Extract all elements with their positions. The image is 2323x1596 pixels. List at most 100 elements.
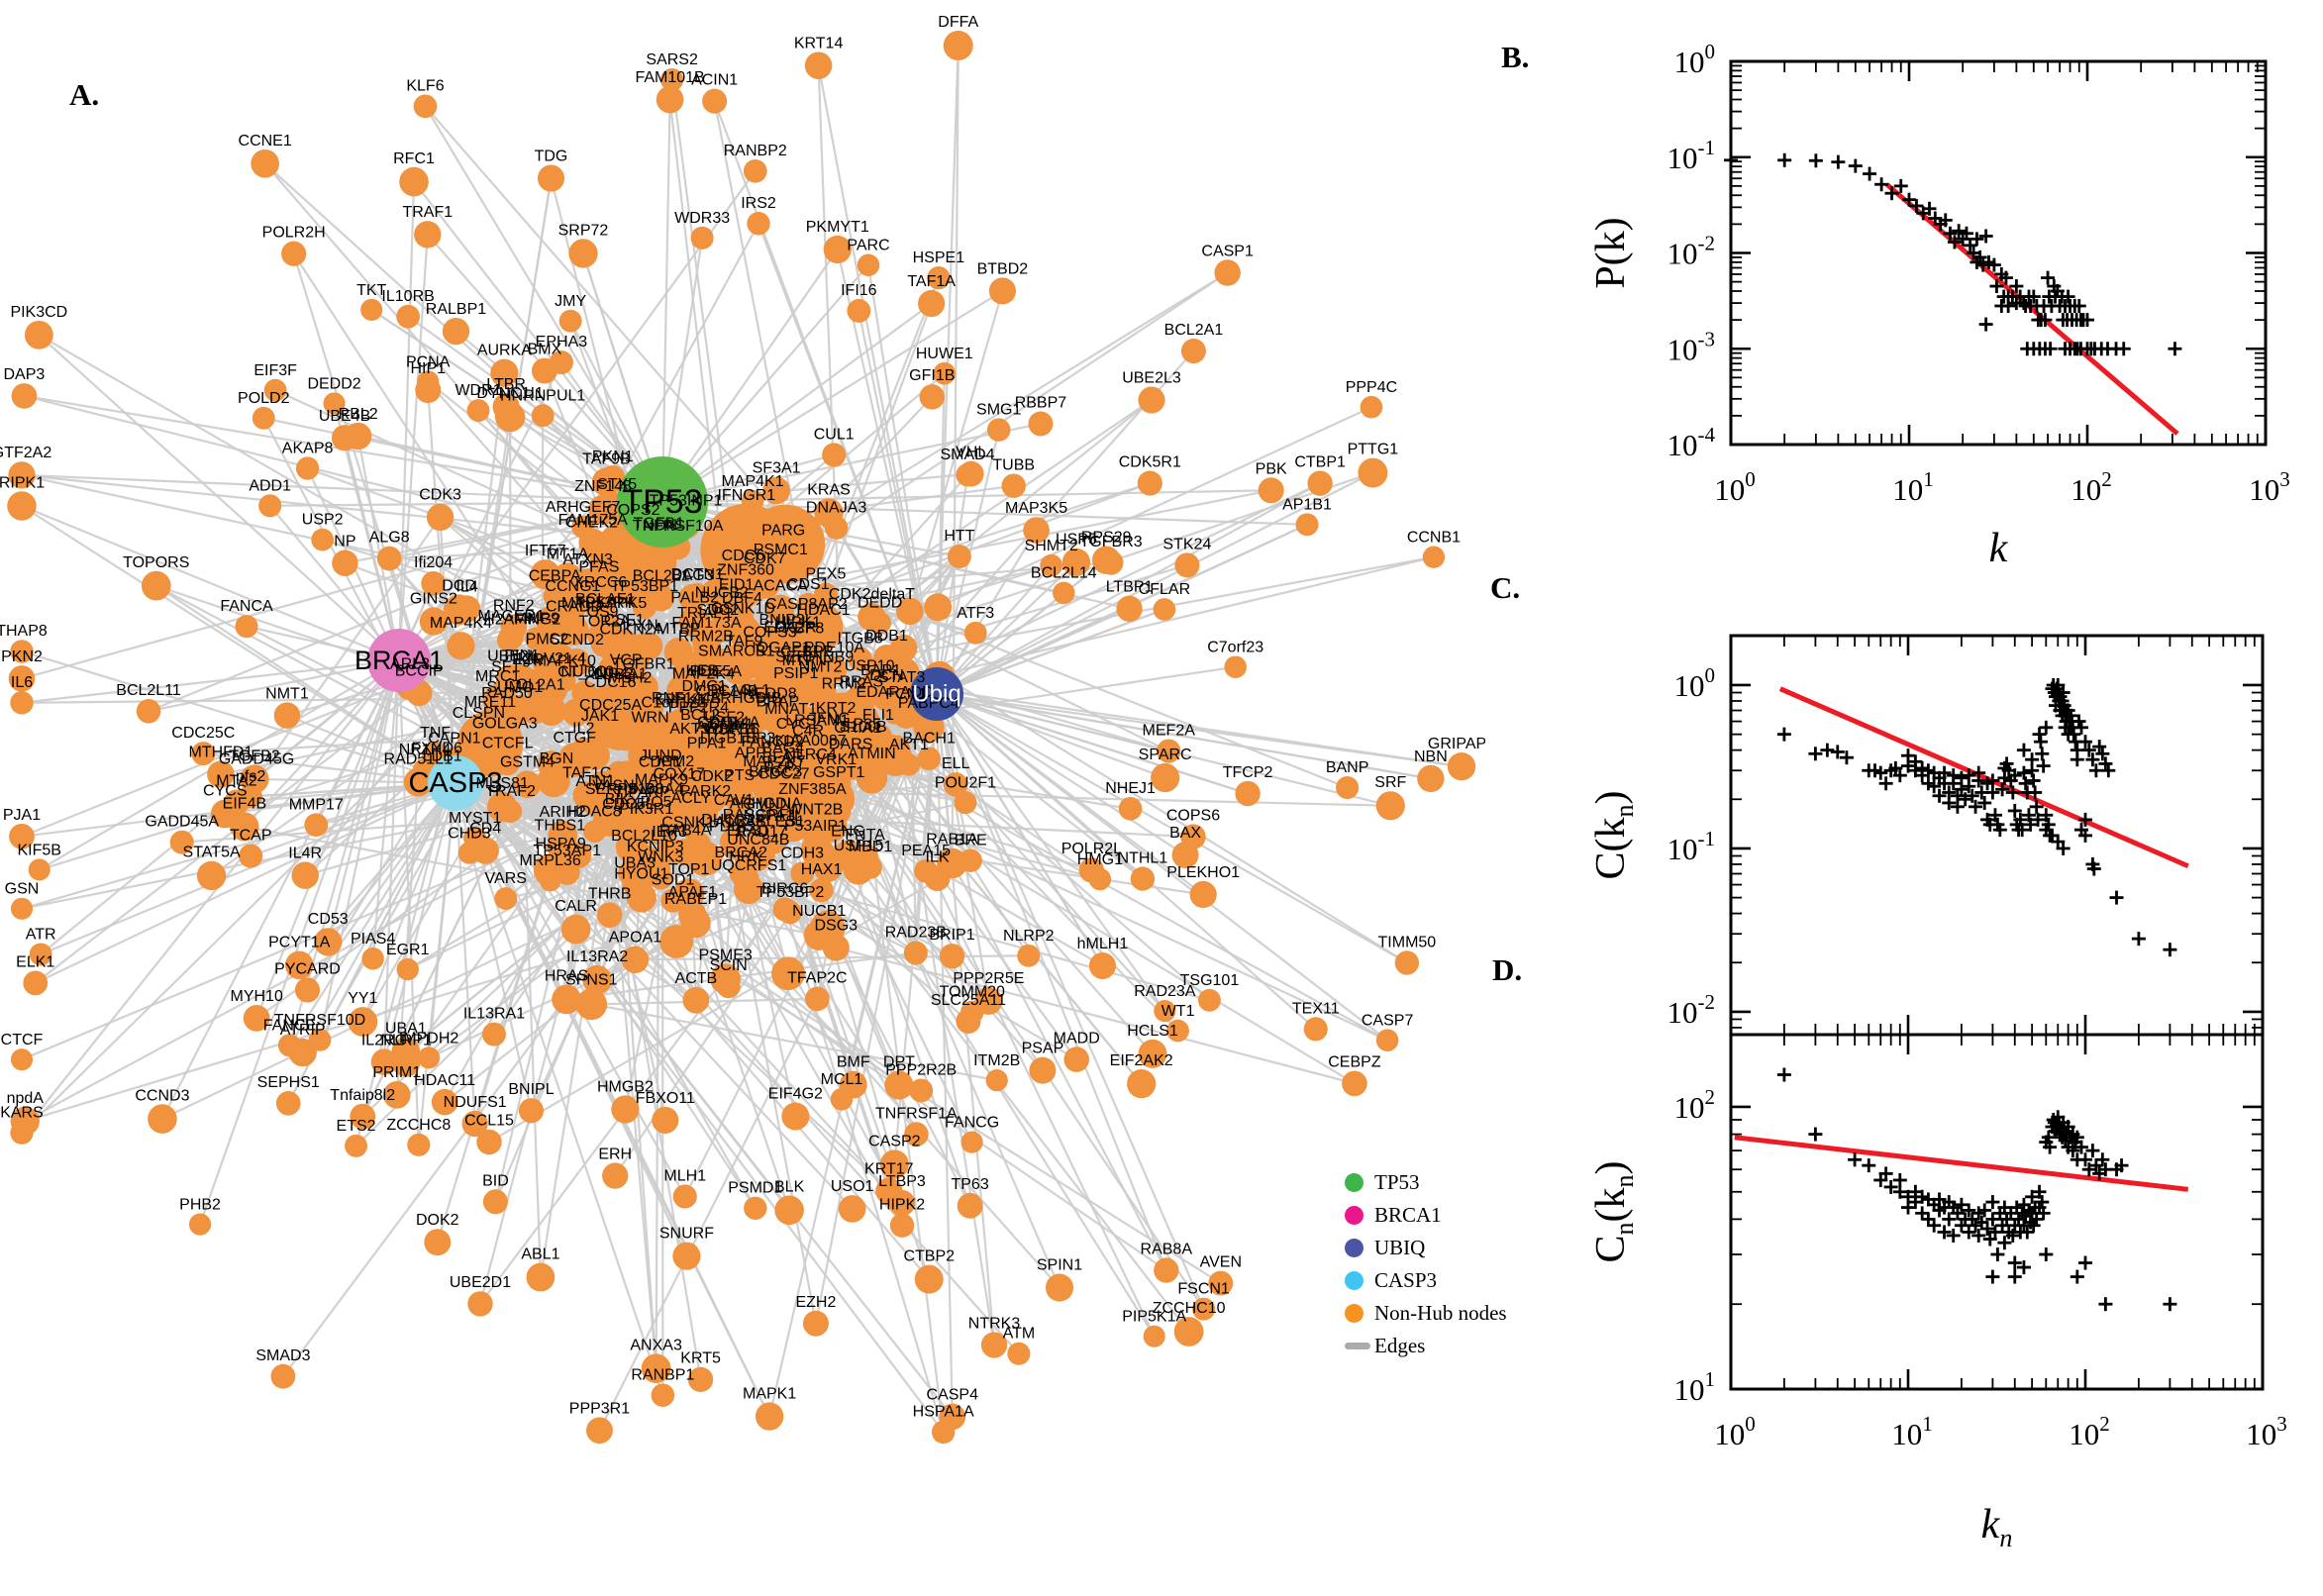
svg-text:MSH2: MSH2 (608, 670, 653, 687)
svg-text:100: 100 (1714, 1412, 1756, 1451)
svg-text:IQGAP1: IQGAP1 (752, 640, 811, 656)
svg-text:DSG3: DSG3 (814, 918, 858, 935)
degree-distribution-plots: 100 101 102 10310010-110-210-310-4kP(k)1001… (1588, 40, 2290, 1552)
svg-text:SHMT2: SHMT2 (1025, 538, 1078, 554)
svg-text:CASP1: CASP1 (1201, 243, 1254, 259)
svg-text:PHB2: PHB2 (179, 1197, 221, 1214)
svg-text:PRIM1: PRIM1 (372, 1064, 421, 1081)
svg-text:CTBP2: CTBP2 (903, 1248, 955, 1265)
svg-text:SPIN1: SPIN1 (1037, 1257, 1082, 1274)
svg-text:UBE4B: UBE4B (319, 408, 370, 425)
svg-text:RAB1A: RAB1A (926, 832, 978, 848)
svg-text:ITM2B: ITM2B (973, 1052, 1020, 1069)
svg-text:CCNB1: CCNB1 (1407, 530, 1461, 547)
svg-text:DCTN1: DCTN1 (671, 566, 724, 583)
svg-text:BCL2L14: BCL2L14 (1031, 565, 1097, 582)
svg-text:TEX11: TEX11 (1292, 1000, 1340, 1017)
svg-text:MADD: MADD (1054, 1030, 1100, 1047)
svg-text:CTCFL: CTCFL (482, 735, 534, 751)
svg-text:NLRP2: NLRP2 (1003, 928, 1055, 945)
y-axis-label: Cn(kn) (1588, 1160, 1639, 1262)
svg-text:PPP2R4: PPP2R4 (668, 699, 729, 716)
svg-text:BNIPL: BNIPL (508, 1081, 554, 1098)
svg-text:MYH10: MYH10 (230, 988, 282, 1005)
svg-text:ATXN3: ATXN3 (562, 551, 612, 568)
svg-text:ZNF360: ZNF360 (717, 562, 774, 579)
svg-text:101: 101 (1891, 1412, 1933, 1451)
svg-text:ERH: ERH (598, 1146, 632, 1162)
plot-frame (1729, 1033, 2265, 1391)
svg-text:COX17: COX17 (654, 766, 706, 783)
svg-text:APP: APP (735, 745, 766, 761)
hub-label-brca1: BRCA1 (354, 646, 444, 675)
svg-text:ARHGDIB: ARHGDIB (710, 690, 782, 707)
svg-text:102: 102 (2069, 1412, 2110, 1451)
svg-text:GRIPAP1: GRIPAP1 (1428, 736, 1485, 752)
svg-text:ANXA3: ANXA3 (630, 1337, 682, 1353)
svg-text:MAP4K4: MAP4K4 (430, 615, 492, 632)
svg-text:APOA1: APOA1 (609, 930, 661, 947)
scatter-points (1776, 677, 2177, 957)
svg-text:DCD: DCD (442, 577, 476, 594)
plot-panel-d: 100 101 102 103 102 101 kn Cn(kn) (1588, 1033, 2287, 1552)
svg-text:NUCB1: NUCB1 (792, 903, 846, 920)
svg-text:UBE2L3: UBE2L3 (1122, 369, 1181, 386)
svg-text:PPP4C: PPP4C (1346, 379, 1397, 396)
svg-text:103: 103 (2246, 1412, 2287, 1451)
legend-item-edges: Edges (1345, 1334, 1507, 1357)
svg-text:BRE: BRE (955, 833, 987, 849)
svg-text:PIAS4: PIAS4 (351, 931, 395, 948)
svg-text:NTHL1: NTHL1 (1118, 849, 1168, 866)
svg-text:WT1: WT1 (1162, 1003, 1195, 1020)
svg-text:SPARC: SPARC (1139, 747, 1192, 763)
svg-text:ADD1: ADD1 (249, 477, 291, 494)
svg-text:NEDD8: NEDD8 (743, 685, 796, 702)
x-axis-label: kn (1981, 1502, 2013, 1552)
svg-text:CDC25C: CDC25C (171, 725, 235, 742)
svg-text:MAP2K7: MAP2K7 (743, 753, 805, 770)
svg-text:NHEJ1: NHEJ1 (1105, 780, 1156, 797)
svg-text:POLR2L: POLR2L (1061, 841, 1122, 857)
svg-text:MEF2A: MEF2A (1143, 723, 1196, 740)
svg-text:NBN: NBN (1414, 748, 1448, 765)
svg-text:ALG8: ALG8 (369, 530, 410, 547)
svg-text:CCL15: CCL15 (464, 1113, 514, 1130)
svg-text:BMX: BMX (528, 342, 562, 358)
svg-text:BCCIP: BCCIP (395, 662, 444, 679)
svg-text:BRCC3: BRCC3 (749, 763, 802, 780)
axis-ticks (1729, 1035, 2265, 1391)
svg-text:BCL2A1: BCL2A1 (1164, 322, 1224, 339)
svg-text:SERPINB9: SERPINB9 (775, 648, 854, 665)
svg-text:CRADD: CRADD (546, 598, 602, 615)
svg-text:KIAA0087: KIAA0087 (775, 733, 847, 749)
svg-text:TFCP2: TFCP2 (1223, 764, 1273, 781)
svg-text:TP53BP1: TP53BP1 (611, 578, 679, 595)
svg-text:TAF9B: TAF9B (582, 450, 631, 467)
svg-text:GADD45G: GADD45G (219, 750, 294, 767)
svg-text:PJA1: PJA1 (3, 807, 41, 824)
svg-text:FANCA: FANCA (220, 598, 273, 615)
svg-text:BIK: BIK (605, 791, 631, 808)
svg-text:PKN2: PKN2 (1, 648, 43, 665)
svg-text:TOMM20: TOMM20 (940, 984, 1005, 1001)
y-axis-label: C(kn) (1588, 790, 1639, 879)
svg-text:CDK2: CDK2 (691, 768, 734, 785)
svg-text:CDKN2A: CDKN2A (599, 622, 663, 639)
svg-text:CASP8AP2: CASP8AP2 (765, 596, 848, 613)
svg-text:101: 101 (1674, 1367, 1716, 1407)
svg-text:THRB: THRB (588, 885, 632, 902)
svg-text:CDK2deltaT: CDK2deltaT (829, 586, 915, 603)
svg-text:JAK1: JAK1 (581, 708, 619, 725)
svg-text:PSMD1: PSMD1 (728, 1180, 782, 1197)
svg-text:APAF1: APAF1 (668, 884, 718, 901)
svg-text:DFFA: DFFA (938, 14, 978, 31)
svg-text:ATM: ATM (1003, 1326, 1036, 1343)
svg-text:CD53: CD53 (308, 911, 349, 928)
plot-panel-c: 100 10-1 10-2 C(kn) (1588, 634, 2265, 1037)
svg-text:HAX1: HAX1 (801, 861, 843, 878)
svg-text:MNAT1: MNAT1 (764, 701, 817, 718)
svg-text:RPS29: RPS29 (1081, 530, 1132, 547)
svg-text:CDC6: CDC6 (722, 548, 765, 564)
svg-text:BGN: BGN (540, 750, 574, 767)
brca1-dot-icon (1345, 1205, 1364, 1225)
